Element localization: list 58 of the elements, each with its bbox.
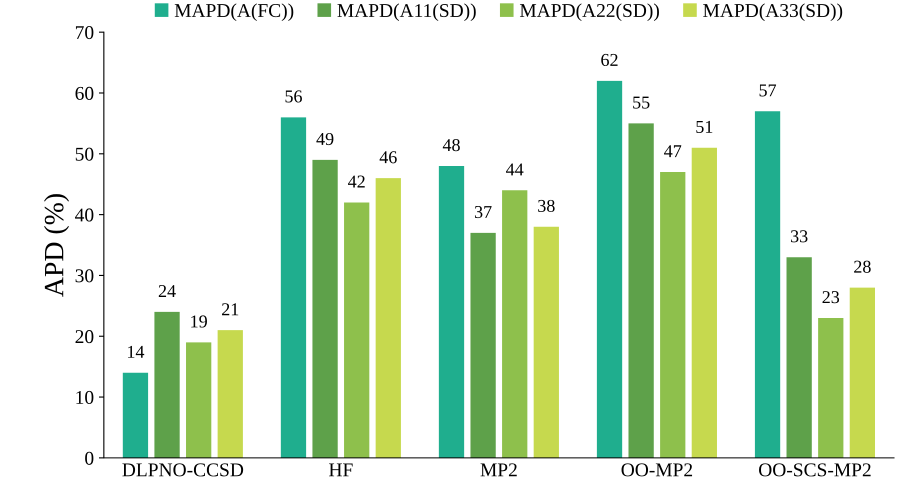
bar — [312, 160, 338, 458]
bar — [818, 318, 844, 458]
bar — [660, 172, 686, 458]
data-label: 44 — [506, 163, 524, 176]
y-tick-label: 40 — [75, 208, 94, 222]
data-label: 56 — [285, 90, 302, 103]
bar — [122, 372, 148, 458]
data-label: 51 — [696, 120, 712, 133]
x-tick-label: HF — [329, 463, 353, 476]
bar — [596, 80, 622, 458]
legend-label: MAPD(A11(SD)) — [337, 3, 476, 22]
x-tick-label: OO-SCS-MP2 — [759, 463, 871, 476]
bar — [218, 330, 243, 458]
data-label: 46 — [380, 151, 397, 164]
bar — [786, 257, 812, 458]
bar — [628, 123, 654, 458]
bar — [502, 190, 528, 458]
y-tick-label: 20 — [76, 330, 94, 344]
bar — [154, 312, 180, 458]
y-tick-label: 10 — [76, 390, 94, 404]
bar — [438, 166, 464, 458]
data-label: 33 — [790, 230, 808, 242]
data-label: 62 — [601, 54, 618, 66]
data-label: 49 — [316, 132, 334, 146]
data-label: 55 — [633, 96, 650, 109]
y-tick-label: 70 — [76, 26, 94, 40]
bar — [344, 202, 370, 458]
data-label: 57 — [760, 84, 776, 96]
bar — [692, 148, 717, 458]
y-tick-label: 0 — [85, 452, 94, 465]
data-label: 21 — [222, 303, 238, 316]
y-tick-label: 50 — [76, 148, 94, 161]
data-label: 28 — [854, 260, 871, 273]
data-label: 23 — [822, 291, 840, 304]
legend-label: MAPD(A33(SD)) — [703, 3, 842, 22]
bar — [754, 111, 780, 458]
bar — [850, 288, 876, 458]
y-tick-label: 60 — [76, 86, 94, 100]
y-axis-title: APD (%) — [44, 194, 70, 297]
data-label: 48 — [442, 139, 460, 152]
legend-label: MAPD(A(FC)) — [174, 3, 294, 22]
bar — [534, 226, 559, 458]
bar — [280, 117, 306, 458]
data-label: 37 — [474, 206, 492, 218]
data-label: 19 — [191, 315, 207, 328]
y-tick-label: 30 — [76, 269, 94, 282]
data-label: 47 — [664, 145, 682, 158]
x-tick-label: DLPNO-CCSD — [122, 463, 244, 476]
data-label: 14 — [128, 346, 144, 358]
x-tick-label: MP2 — [480, 463, 517, 476]
legend-label: MAPD(A22(SD)) — [520, 3, 659, 22]
data-label: 38 — [538, 200, 555, 212]
bar — [186, 342, 212, 458]
x-tick-label: OO-MP2 — [622, 463, 692, 476]
data-label: 24 — [158, 285, 176, 297]
bar — [376, 178, 401, 458]
data-label: 42 — [348, 176, 365, 188]
bar — [470, 232, 496, 458]
